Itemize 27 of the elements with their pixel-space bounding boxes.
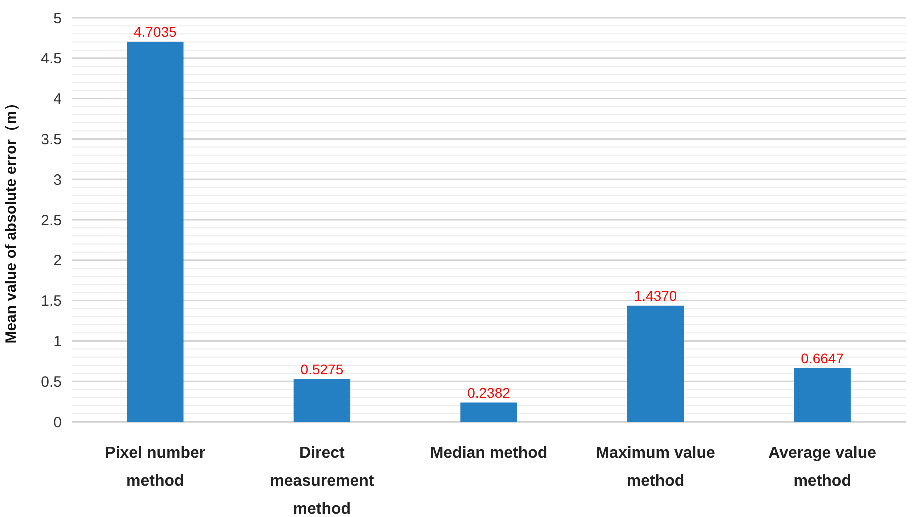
y-tick-label: 0 <box>54 414 62 432</box>
x-tick-label: Direct measurement method <box>270 445 375 517</box>
data-label: 1.4370 <box>634 288 678 304</box>
x-tick-label: Median method <box>430 445 548 462</box>
bar <box>794 368 851 422</box>
data-label: 0.6647 <box>801 350 844 366</box>
x-tick-label: Maximum value method <box>596 445 716 490</box>
y-tick-label: 3 <box>54 172 62 189</box>
y-tick-label: 1.5 <box>41 293 62 310</box>
y-tick-label: 5 <box>54 10 62 28</box>
bar <box>294 379 351 422</box>
y-tick-label: 4 <box>54 91 62 108</box>
y-tick-label: 2 <box>54 252 62 270</box>
y-tick-label: 3.5 <box>41 131 62 148</box>
data-label: 0.2382 <box>468 384 511 401</box>
bar <box>627 306 684 422</box>
y-tick-label: 1 <box>54 333 62 350</box>
y-tick-label: 2.5 <box>41 212 62 230</box>
y-tick-label: 4.5 <box>41 50 62 68</box>
data-label: 4.7035 <box>134 24 178 40</box>
bar <box>460 402 518 422</box>
bar <box>127 42 184 422</box>
data-label: 0.5275 <box>300 361 344 378</box>
x-tick-label: Pixel number method <box>105 445 206 490</box>
y-axis-title: Mean value of absolute error（m） <box>3 96 20 344</box>
x-tick-label: Average value method <box>768 445 877 490</box>
y-tick-label: 0.5 <box>41 374 62 391</box>
